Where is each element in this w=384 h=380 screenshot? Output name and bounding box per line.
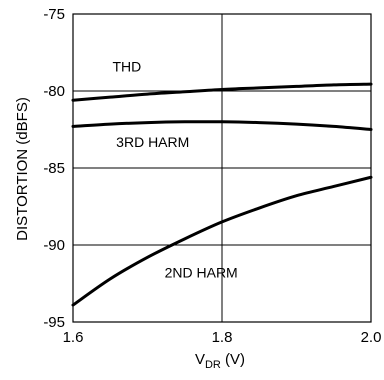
series-group [71,82,373,307]
x-axis-label-subscript: DR [205,359,221,371]
tick-labels: -75 -80 -85 -90 -951.6 1.8 2.0 [43,6,381,346]
series-line-3rd-harm [71,120,373,131]
series-label-3rd-harm: 3RD HARM [116,134,189,150]
y-tick-label: -80 [43,83,65,100]
y-axis-label: DISTORTION (dBFS) [14,97,31,241]
x-axis-label: VDR (V) [195,351,245,371]
plot-frame [72,13,372,323]
grid-lines [73,14,371,322]
x-tick-label: 2.0 [361,329,382,346]
x-tick-label: 1.8 [212,329,233,346]
y-tick-label: -85 [43,160,65,177]
y-tick-label: -75 [43,6,65,23]
x-axis-label-suffix: (V) [221,351,245,368]
x-axis-label-main: V [195,351,205,368]
series-label-thd: THD [112,58,141,74]
x-tick-label: 1.6 [63,329,84,346]
series-line-thd [71,82,373,102]
series-line-2nd-harm [71,175,373,307]
y-tick-label: -90 [43,237,65,254]
series-label-2nd-harm: 2ND HARM [165,265,238,281]
y-tick-label: -95 [43,314,65,331]
series-labels: THD 3RD HARM 2ND HARM [112,58,237,280]
